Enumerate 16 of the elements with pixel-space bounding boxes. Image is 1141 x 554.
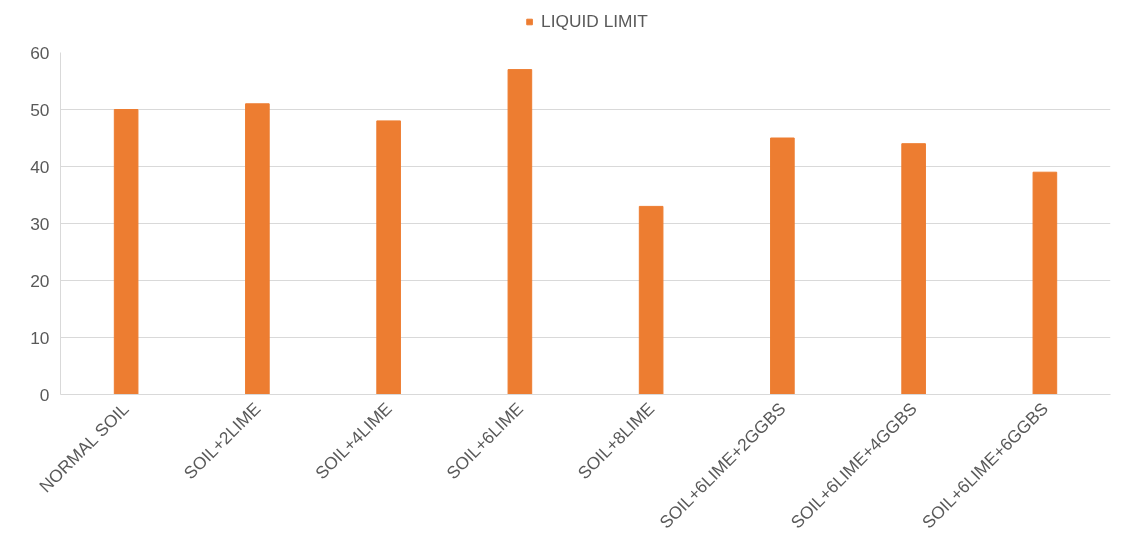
y-tick-label: 10 <box>30 327 50 348</box>
y-tick-label: 60 <box>30 42 50 63</box>
bar <box>245 103 270 395</box>
y-tick-label: 30 <box>30 213 50 234</box>
y-tick-label: 50 <box>30 99 50 120</box>
bar <box>376 120 401 395</box>
legend-label: LIQUID LIMIT <box>541 10 648 32</box>
y-tick-label: 40 <box>30 156 50 177</box>
bar <box>507 69 533 395</box>
bar <box>638 205 664 395</box>
y-tick-label: 0 <box>39 384 50 405</box>
bar <box>770 137 795 395</box>
bar <box>901 143 926 395</box>
bar <box>113 109 139 395</box>
bar <box>1032 171 1058 395</box>
y-tick-label: 20 <box>30 270 50 291</box>
